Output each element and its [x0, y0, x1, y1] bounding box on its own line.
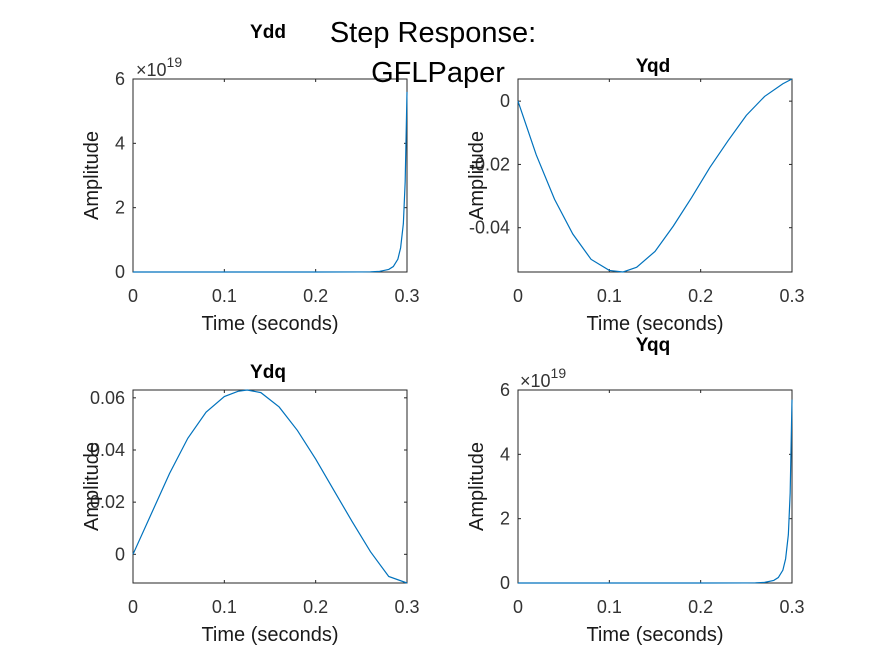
chart-yqq-ytick-label: 0 — [500, 573, 510, 593]
chart-ydd-ytick-label: 6 — [115, 69, 125, 89]
chart-ydd-title: Ydd — [250, 22, 286, 43]
chart-yqd-series-line — [517, 78, 793, 273]
chart-ydq-ytick-label: 0 — [115, 544, 125, 564]
chart-ydd-ytick-label: 2 — [115, 198, 125, 218]
chart-ydd-y-exponent: ×1019 — [136, 54, 182, 80]
chart-ydq-xtick-label: 0.2 — [303, 597, 328, 617]
chart-ydd-ytick-label: 4 — [115, 133, 125, 153]
figure-title-line-1: Step Response: — [330, 17, 536, 49]
chart-yqq-x-axis-label: Time (seconds) — [586, 624, 723, 646]
chart-yqq-xtick-label: 0.3 — [779, 597, 804, 617]
chart-yqq-title: Yqq — [636, 335, 670, 356]
chart-ydq-y-axis-label: Amplitude — [81, 442, 103, 531]
chart-ydq-series-line — [132, 389, 408, 584]
chart-ydq-xtick-label: 0.1 — [212, 597, 237, 617]
chart-ydq-axes: 0 0.1 0.2 0.3 0 0.02 0.04 0.06 Time (seconds) Amp… — [81, 362, 420, 646]
chart-ydq-x-axis-label: Time (seconds) — [201, 624, 338, 646]
chart-yqd-ytick-label: -0.02 — [469, 154, 510, 174]
chart-yqq-y-multiplier: ×10 — [520, 371, 551, 391]
chart-yqq-xtick-label: 0.1 — [597, 597, 622, 617]
chart-yqd-ytick-label: 0 — [500, 91, 510, 111]
chart-yqq-y-axis-label: Amplitude — [466, 442, 488, 531]
chart-yqq-ytick-label: 2 — [500, 509, 510, 529]
chart-ydd-x-axis-label: Time (seconds) — [201, 313, 338, 335]
chart-ydd-plot-area — [132, 78, 408, 273]
chart-yqd-y-axis-label: Amplitude — [466, 131, 488, 220]
chart-ydq-xtick-label: 0.3 — [394, 597, 419, 617]
chart-yqd-xtick-label: 0.2 — [688, 286, 713, 306]
chart-yqq-xtick-label: 0 — [513, 597, 523, 617]
chart-yqd-ytick-label: -0.04 — [469, 218, 510, 238]
chart-yqd-xtick-label: 0.1 — [597, 286, 622, 306]
chart-ydd-axes: 0 0.1 0.2 0.3 0 2 4 6 ×1019 Time (seconds) Amplitu… — [81, 22, 420, 335]
chart-yqd-x-axis-label: Time (seconds) — [586, 313, 723, 335]
chart-ydd-xtick-label: 0.3 — [394, 286, 419, 306]
chart-ydq-ytick-label: 0.06 — [90, 388, 125, 408]
chart-ydd-y-exponent-power: 19 — [167, 54, 183, 70]
chart-yqd-axes: 0 0.1 0.2 0.3 -0.04 -0.02 0 Time (seconds) Ampli… — [466, 56, 805, 335]
chart-ydd-xtick-label: 0.2 — [303, 286, 328, 306]
chart-yqq-y-exponent-power: 19 — [551, 365, 567, 381]
chart-yqq-axes: 0 0.1 0.2 0.3 0 2 4 6 ×1019 Time (seconds) Amplitu… — [466, 335, 805, 646]
chart-ydq-ytick-label: 0.04 — [90, 440, 125, 460]
chart-ydd-y-multiplier: ×10 — [136, 60, 167, 80]
chart-yqq-y-exponent: ×1019 — [520, 365, 566, 391]
chart-yqd-xtick-label: 0 — [513, 286, 523, 306]
chart-yqq-series-line — [518, 399, 793, 584]
chart-yqd-plot-area — [517, 78, 793, 273]
chart-yqd-xtick-label: 0.3 — [779, 286, 804, 306]
chart-yqd-title: Yqd — [636, 56, 670, 77]
figure-title-line-2: GFLPaper — [371, 57, 505, 89]
chart-ydd-series-line — [133, 91, 408, 273]
chart-ydd-xtick-label: 0 — [128, 286, 138, 306]
chart-yqq-ytick-label: 6 — [500, 380, 510, 400]
chart-yqq-ytick-label: 4 — [500, 444, 510, 464]
chart-ydd-y-axis-label: Amplitude — [81, 131, 103, 220]
chart-ydq-plot-area — [132, 389, 408, 584]
chart-yqq-xtick-label: 0.2 — [688, 597, 713, 617]
chart-ydq-ytick-label: 0.02 — [90, 492, 125, 512]
chart-ydd-ytick-label: 0 — [115, 262, 125, 282]
chart-ydq-title: Ydq — [250, 362, 286, 383]
chart-yqq-plot-area — [517, 389, 793, 584]
chart-ydq-xtick-label: 0 — [128, 597, 138, 617]
chart-ydd-xtick-label: 0.1 — [212, 286, 237, 306]
